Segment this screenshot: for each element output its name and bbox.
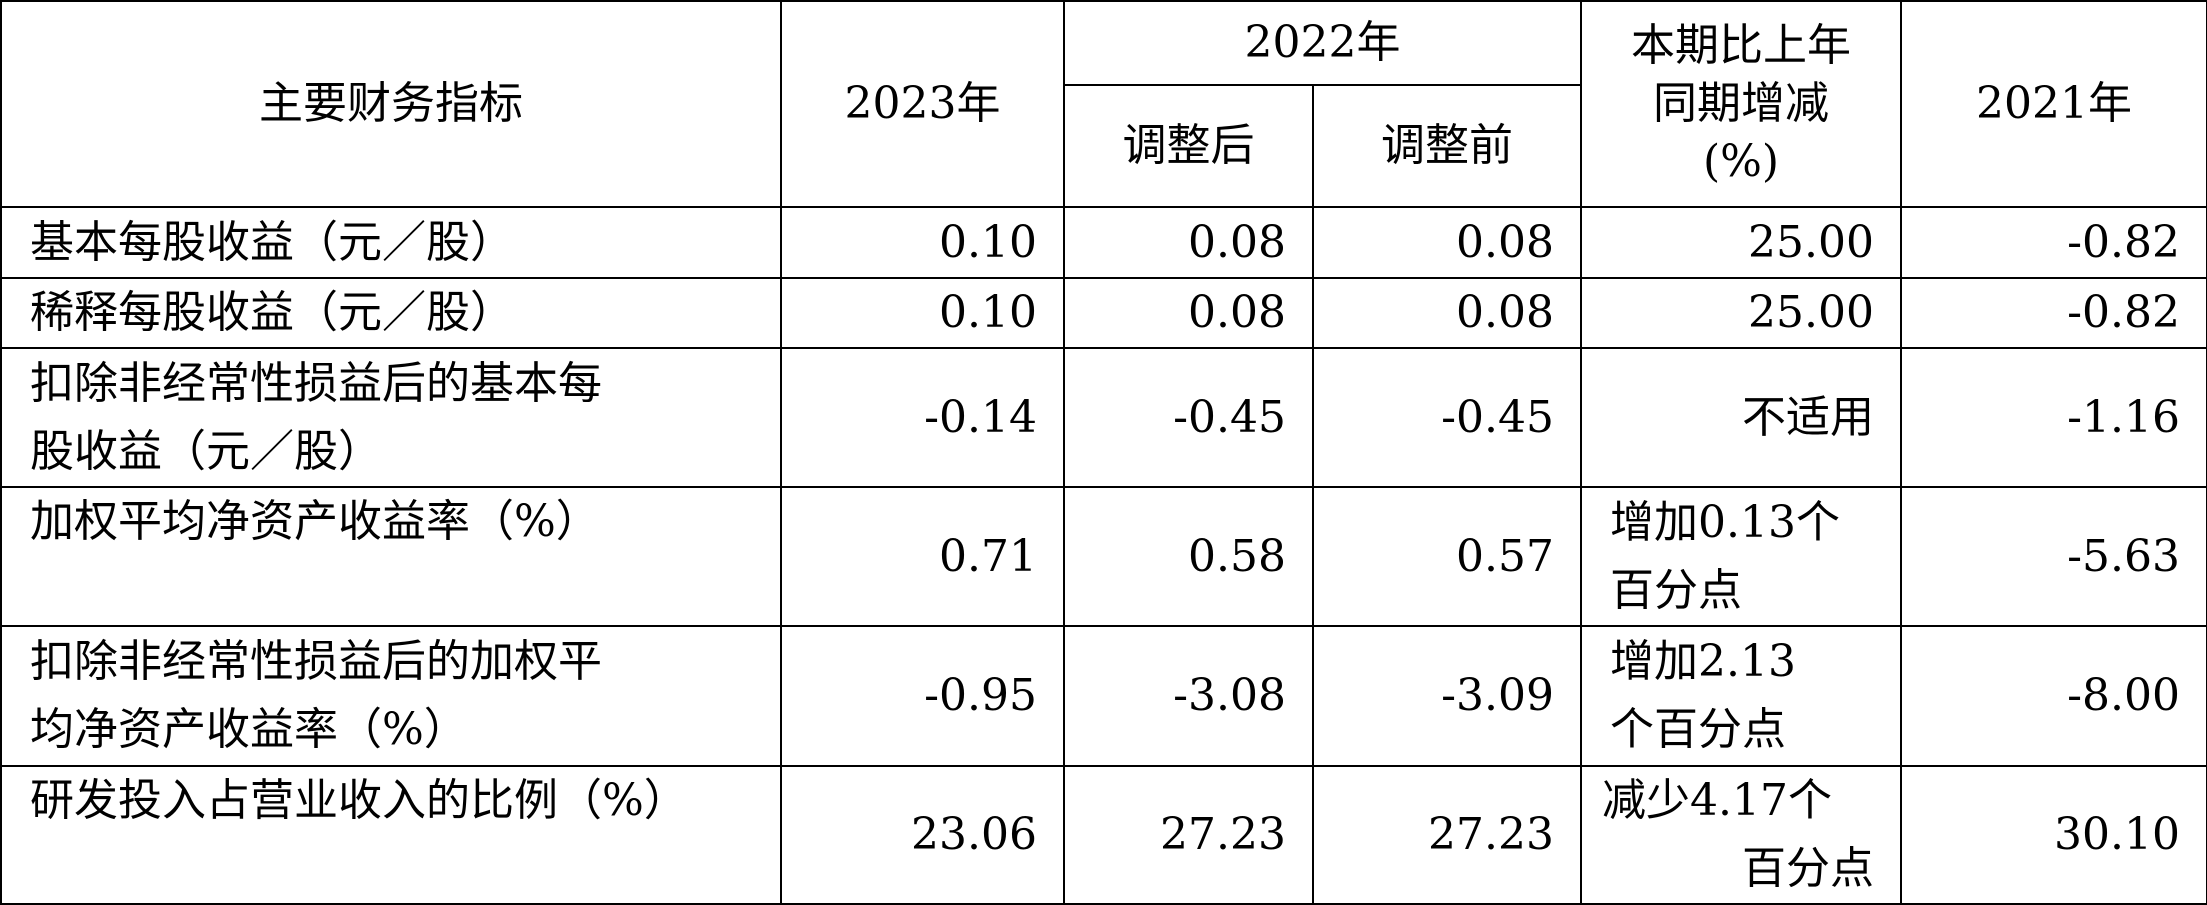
cell-change: 增加0.13个 百分点 [1580, 486, 1903, 627]
cell-2022-before: 0.57 [1311, 486, 1583, 627]
cell-2021: -0.82 [1900, 206, 2207, 279]
header-indicator: 主要财务指标 [0, 0, 782, 208]
cell-2022-after: -3.08 [1063, 625, 1314, 767]
cell-2022-before: 0.08 [1311, 277, 1583, 349]
cell-2022-before: -3.09 [1311, 625, 1583, 767]
cell-2022-before: -0.45 [1311, 347, 1583, 488]
cell-2023: 0.10 [780, 206, 1065, 279]
header-yoy-line2: 同期增减 [1653, 78, 1830, 129]
cell-2021: -5.63 [1900, 486, 2207, 627]
table-row: 基本每股收益（元／股） 0.10 0.08 0.08 25.00 -0.82 [0, 206, 2207, 279]
cell-change: 25.00 [1580, 206, 1903, 279]
cell-2023: 0.10 [780, 277, 1065, 349]
table-row: 加权平均净资产收益率（%） 0.71 0.58 0.57 增加0.13个 百分点… [0, 486, 2207, 627]
cell-change-line1: 增加0.13个 [1610, 496, 1840, 548]
row-label-line1: 扣除非经常性损益后的加权平 [30, 636, 602, 687]
cell-2022-after: 0.58 [1063, 486, 1314, 627]
header-row-1: 主要财务指标 2023年 2022年 本期比上年 同期增减 (%) 2021年 [0, 0, 2207, 208]
header-2023: 2023年 [780, 0, 1065, 208]
cell-2021: -1.16 [1900, 347, 2207, 488]
header-yoy-line1: 本期比上年 [1631, 20, 1852, 71]
header-adjusted-before: 调整前 [1311, 84, 1583, 208]
row-label: 基本每股收益（元／股） [0, 206, 782, 279]
cell-2023: 0.71 [780, 486, 1065, 627]
cell-change-line1: 增加2.13 [1610, 636, 1796, 687]
row-label-line2: 均净资产收益率（%） [30, 704, 468, 755]
row-label: 研发投入占营业收入的比例（%） [0, 765, 782, 905]
header-yoy-line3: (%) [1702, 136, 1780, 187]
cell-2022-after: -0.45 [1063, 347, 1314, 488]
row-label: 扣除非经常性损益后的基本每 股收益（元／股） [0, 347, 782, 488]
cell-change-line2: 百分点 [1742, 843, 1875, 894]
cell-2022-before: 0.08 [1311, 206, 1583, 279]
table-row: 扣除非经常性损益后的加权平 均净资产收益率（%） -0.95 -3.08 -3.… [0, 625, 2207, 767]
cell-change-line2: 个百分点 [1610, 704, 1787, 755]
cell-change-line1: 减少4.17个 [1602, 775, 1832, 826]
row-label-line2: 股收益（元／股） [30, 425, 382, 477]
cell-2021: -8.00 [1900, 625, 2207, 767]
cell-change-line2: 百分点 [1610, 564, 1743, 616]
row-label: 扣除非经常性损益后的加权平 均净资产收益率（%） [0, 625, 782, 767]
cell-2021: -0.82 [1900, 277, 2207, 349]
header-adjusted-after: 调整后 [1063, 84, 1314, 208]
header-2021: 2021年 [1900, 0, 2207, 208]
row-label: 稀释每股收益（元／股） [0, 277, 782, 349]
cell-change: 25.00 [1580, 277, 1903, 349]
table-row: 扣除非经常性损益后的基本每 股收益（元／股） -0.14 -0.45 -0.45… [0, 347, 2207, 488]
table-row: 稀释每股收益（元／股） 0.10 0.08 0.08 25.00 -0.82 [0, 277, 2207, 349]
cell-2022-after: 27.23 [1063, 765, 1314, 905]
cell-2021: 30.10 [1900, 765, 2207, 905]
cell-2022-after: 0.08 [1063, 277, 1314, 349]
cell-2022-before: 27.23 [1311, 765, 1583, 905]
cell-change: 不适用 [1580, 347, 1903, 488]
header-2022: 2022年 [1062, 0, 1583, 86]
cell-2023: -0.95 [780, 625, 1065, 767]
header-row-2: 调整后 调整前 [1, 84, 2207, 208]
header-yoy-change: 本期比上年 同期增减 (%) [1580, 0, 1903, 208]
cell-2023: -0.14 [780, 347, 1065, 488]
cell-2023: 23.06 [780, 765, 1065, 905]
cell-change: 增加2.13 个百分点 [1580, 625, 1903, 767]
row-label-line1: 扣除非经常性损益后的基本每 [30, 357, 602, 409]
row-label: 加权平均净资产收益率（%） [0, 486, 782, 627]
cell-change: 减少4.17个 百分点 [1580, 765, 1903, 905]
table-row: 研发投入占营业收入的比例（%） 23.06 27.23 27.23 减少4.17… [0, 765, 2207, 905]
cell-2022-after: 0.08 [1063, 206, 1314, 279]
